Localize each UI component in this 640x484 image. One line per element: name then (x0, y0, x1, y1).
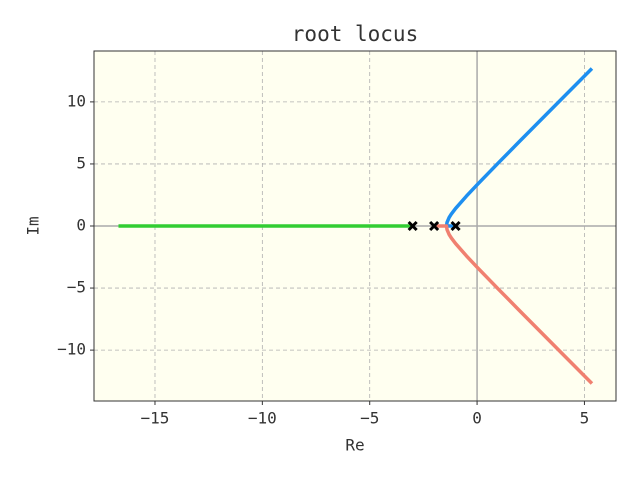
locus-branch (444, 67, 594, 228)
y-tick-label: 5 (76, 153, 86, 172)
x-axis-label: Re (345, 436, 364, 455)
y-tick-label: −5 (67, 278, 86, 297)
pole-marker (450, 220, 461, 232)
y-axis-label: Im (24, 216, 43, 235)
x-tick-label: 0 (472, 409, 482, 428)
y-tick-label: −10 (57, 340, 86, 359)
x-tick-label: −15 (141, 409, 170, 428)
y-tick-label: 10 (67, 91, 86, 110)
x-tick-label: −10 (248, 409, 277, 428)
locus-branch (434, 224, 594, 385)
y-tick-label: 0 (76, 216, 86, 235)
pole-marker (429, 220, 440, 232)
chart-title: root locus (292, 22, 418, 46)
pole-marker (407, 220, 418, 232)
plot-frame (93, 50, 617, 402)
x-tick-label: 5 (580, 409, 590, 428)
x-tick-label: −5 (360, 409, 379, 428)
